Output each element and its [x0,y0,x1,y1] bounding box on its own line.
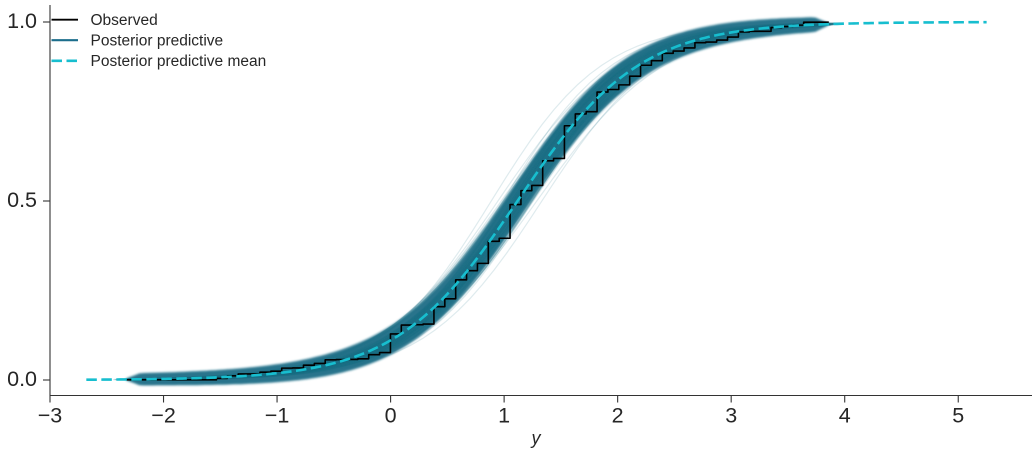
svg-text:2: 2 [612,404,624,428]
svg-text:0: 0 [385,404,397,428]
svg-text:4: 4 [839,404,851,428]
svg-text:1: 1 [498,404,510,428]
svg-text:Observed: Observed [91,12,158,29]
svg-text:0.5: 0.5 [7,188,37,212]
svg-text:Posterior predictive mean: Posterior predictive mean [91,53,267,70]
svg-text:Posterior predictive: Posterior predictive [91,33,224,50]
svg-text:0.0: 0.0 [7,367,37,391]
svg-text:−3: −3 [38,404,63,428]
svg-text:5: 5 [952,404,964,428]
svg-text:−1: −1 [265,404,290,428]
svg-text:−2: −2 [151,404,176,428]
svg-text:y: y [530,428,542,448]
svg-text:1.0: 1.0 [7,9,37,33]
svg-text:3: 3 [725,404,737,428]
